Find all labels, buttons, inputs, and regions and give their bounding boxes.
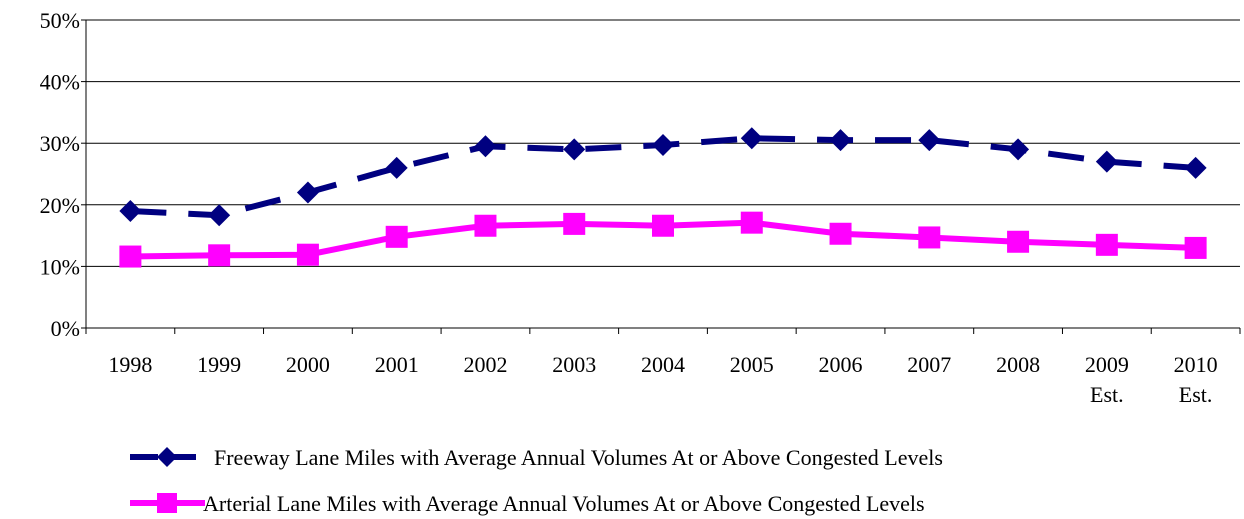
x-tick-label: 2007 — [907, 352, 951, 377]
y-tick-label: 40% — [40, 70, 80, 95]
x-tick-label: 2009 Est. — [1085, 352, 1129, 407]
marker — [1095, 150, 1118, 173]
marker — [563, 212, 586, 235]
legend-label: Freeway Lane Miles with Average Annual V… — [214, 445, 943, 470]
marker — [119, 245, 142, 268]
x-tick-label: 2001 — [375, 352, 419, 377]
marker — [208, 204, 231, 227]
marker — [652, 134, 674, 157]
marker — [918, 129, 941, 152]
marker — [296, 243, 319, 266]
marker — [1007, 230, 1030, 253]
x-tick-label: 2005 — [730, 352, 774, 377]
marker — [119, 199, 142, 222]
x-tick-label: 1999 — [197, 352, 241, 377]
marker — [296, 181, 319, 204]
legend-label: Arterial Lane Miles with Average Annual … — [203, 491, 925, 516]
y-tick-label: 30% — [40, 131, 80, 156]
x-tick-label: 2008 — [996, 352, 1040, 377]
marker — [740, 127, 763, 150]
x-tick-label: 2006 — [819, 352, 863, 377]
marker — [918, 226, 941, 249]
marker — [1095, 233, 1118, 256]
legend-marker — [157, 493, 177, 513]
x-tick-label: 2004 — [641, 352, 685, 377]
marker — [1184, 156, 1207, 179]
marker — [1184, 236, 1207, 259]
x-tick-label: 2010 Est. — [1174, 352, 1218, 407]
marker — [829, 129, 852, 152]
y-tick-label: 0% — [51, 316, 80, 341]
y-tick-label: 20% — [40, 193, 80, 218]
y-tick-label: 10% — [40, 254, 80, 279]
x-tick-label: 2002 — [463, 352, 507, 377]
legend-marker — [157, 447, 177, 467]
x-tick-label: 2003 — [552, 352, 596, 377]
marker — [563, 138, 586, 161]
marker — [385, 156, 408, 179]
marker — [208, 244, 231, 267]
marker — [474, 214, 497, 237]
y-tick-label: 50% — [40, 8, 80, 33]
marker — [740, 211, 763, 234]
x-tick-label: 2000 — [286, 352, 330, 377]
marker — [1007, 138, 1030, 161]
marker — [385, 225, 408, 248]
marker — [474, 135, 497, 158]
marker — [829, 222, 852, 245]
x-tick-label: 1998 — [108, 352, 152, 377]
marker — [652, 214, 674, 237]
